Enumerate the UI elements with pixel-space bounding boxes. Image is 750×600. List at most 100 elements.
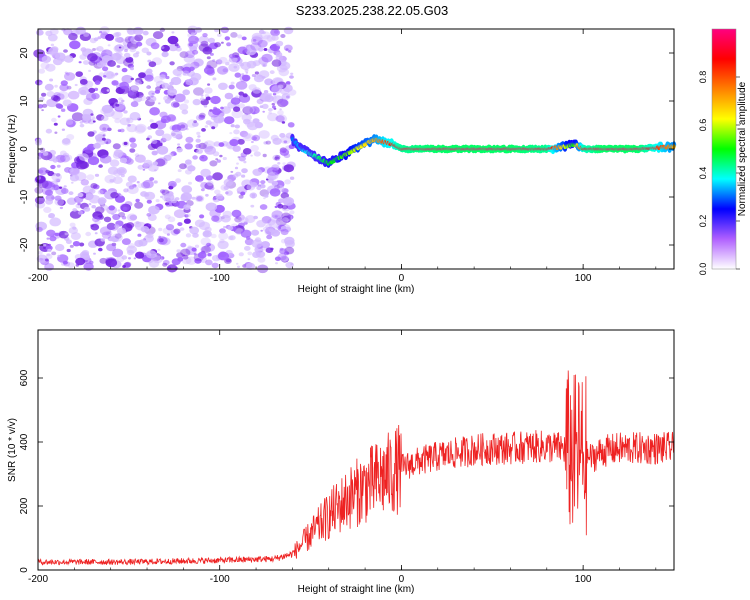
noise-blob	[177, 222, 183, 227]
noise-blob	[226, 42, 232, 47]
noise-blob	[119, 117, 130, 126]
noise-blob	[173, 209, 186, 219]
noise-blob	[240, 61, 251, 70]
noise-blob	[140, 226, 150, 233]
noise-blob	[252, 60, 261, 67]
noise-blob	[182, 89, 190, 96]
noise-blob	[211, 262, 219, 269]
noise-blob	[121, 255, 128, 260]
noise-blob	[267, 112, 279, 122]
noise-blob	[241, 74, 251, 82]
noise-blob	[161, 133, 172, 142]
noise-blob	[284, 179, 291, 185]
noise-blob	[258, 130, 270, 139]
noise-blob	[98, 164, 103, 168]
noise-blob	[177, 169, 182, 173]
noise-blob	[92, 216, 100, 223]
noise-blob	[82, 114, 92, 122]
noise-blob	[227, 225, 234, 231]
noise-blob	[274, 155, 281, 160]
noise-blob	[66, 119, 74, 125]
noise-blob	[99, 123, 110, 132]
noise-blob	[165, 75, 170, 80]
noise-blob	[268, 108, 273, 112]
noise-blob	[99, 226, 112, 236]
noise-blob	[206, 56, 211, 60]
noise-blob	[41, 92, 47, 97]
noise-blob	[126, 222, 135, 229]
noise-blob	[238, 194, 244, 199]
noise-blob	[123, 110, 128, 114]
noise-blob	[281, 204, 288, 210]
noise-blob	[200, 182, 210, 189]
noise-blob	[63, 55, 74, 63]
noise-blob	[103, 108, 115, 117]
noise-blob	[141, 47, 149, 54]
noise-blob	[88, 87, 96, 93]
noise-blob	[59, 186, 62, 189]
noise-blob	[107, 166, 119, 175]
spectrogram-y-axis: -20 -10 0 10 20	[19, 47, 674, 252]
noise-blob	[37, 104, 44, 109]
noise-blob	[179, 51, 189, 58]
noise-blob	[75, 71, 83, 77]
noise-blob	[217, 65, 229, 75]
noise-blob	[194, 258, 202, 264]
noise-blob	[103, 75, 107, 78]
noise-blob	[241, 73, 245, 76]
noise-blob	[217, 240, 229, 250]
noise-blob	[72, 241, 81, 247]
noise-blob	[201, 127, 206, 132]
noise-blob	[50, 164, 56, 170]
noise-blob	[169, 61, 175, 66]
noise-blob	[188, 181, 192, 185]
noise-blob	[163, 154, 172, 161]
noise-blob	[212, 151, 220, 157]
noise-blob	[94, 219, 101, 225]
spectrogram-x-axis: -200 -100 0 100	[28, 29, 657, 284]
noise-blob	[221, 41, 224, 44]
noise-blob	[101, 115, 109, 122]
noise-blob	[79, 121, 84, 124]
noise-blob	[133, 221, 142, 228]
noise-blob	[105, 230, 113, 237]
noise-blob	[264, 78, 274, 86]
noise-blob	[251, 140, 254, 144]
noise-blob	[94, 206, 105, 214]
noise-blob	[287, 122, 295, 128]
noise-blob	[99, 257, 108, 264]
noise-blob	[251, 136, 257, 141]
noise-blob	[185, 233, 192, 238]
noise-blob	[218, 232, 229, 240]
noise-blob	[148, 61, 157, 68]
noise-blob	[279, 148, 290, 156]
noise-blob	[264, 228, 274, 236]
noise-blob	[77, 192, 84, 198]
noise-blob	[271, 59, 282, 67]
noise-blob	[202, 33, 208, 38]
noise-blob	[241, 36, 247, 41]
noise-blob	[266, 234, 273, 240]
y-tick-label: 0	[19, 146, 30, 152]
noise-blob	[188, 42, 194, 47]
noise-blob	[90, 183, 98, 189]
noise-blob	[180, 242, 187, 248]
noise-blob	[36, 254, 48, 263]
noise-blob	[249, 192, 258, 199]
noise-blob	[146, 199, 152, 204]
noise-blob	[256, 220, 266, 228]
noise-blob	[224, 92, 234, 100]
noise-blob	[91, 117, 96, 120]
noise-blob	[190, 72, 202, 82]
noise-blob	[102, 134, 106, 137]
y-tick-label: -20	[19, 237, 30, 252]
noise-blob	[127, 123, 131, 127]
noise-blob	[261, 103, 269, 109]
noise-blob	[243, 160, 247, 164]
noise-blob	[196, 148, 204, 154]
chart-title: S233.2025.238.22.05.G03	[296, 3, 449, 18]
noise-blob	[283, 164, 295, 173]
noise-blob	[121, 67, 128, 73]
noise-blob	[134, 27, 142, 33]
noise-blob	[260, 180, 266, 185]
